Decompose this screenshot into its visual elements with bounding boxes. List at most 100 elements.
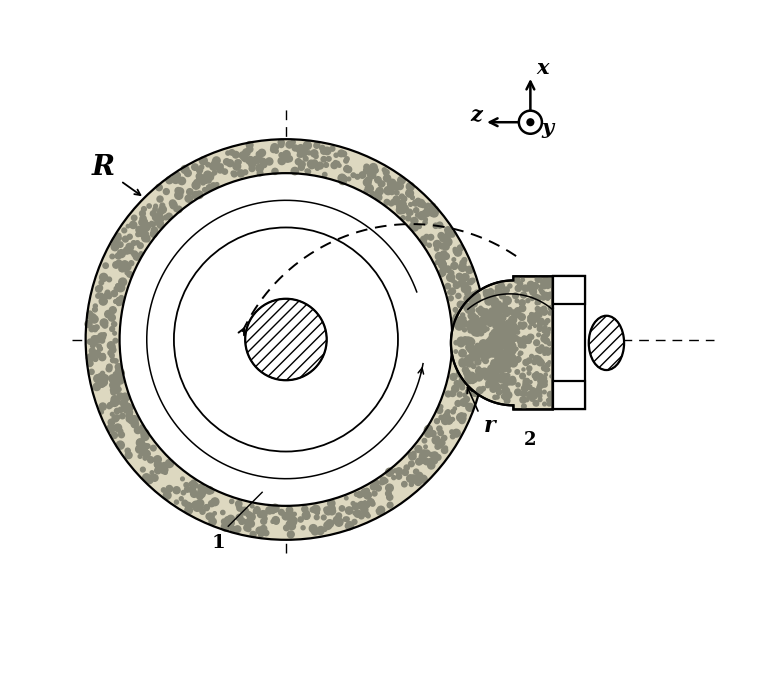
Circle shape xyxy=(475,297,481,302)
Circle shape xyxy=(503,379,510,385)
Circle shape xyxy=(541,282,548,289)
Circle shape xyxy=(112,415,119,422)
Circle shape xyxy=(256,164,264,172)
Circle shape xyxy=(249,158,253,162)
Circle shape xyxy=(489,332,496,338)
Circle shape xyxy=(501,329,507,335)
Circle shape xyxy=(504,336,510,342)
Circle shape xyxy=(127,234,133,239)
Circle shape xyxy=(299,164,304,170)
Circle shape xyxy=(520,316,523,320)
Circle shape xyxy=(291,167,299,175)
Circle shape xyxy=(440,235,447,242)
Circle shape xyxy=(485,297,493,305)
Circle shape xyxy=(187,189,193,195)
Circle shape xyxy=(450,232,455,237)
Circle shape xyxy=(523,323,527,327)
Circle shape xyxy=(488,336,494,342)
Circle shape xyxy=(491,361,498,367)
Circle shape xyxy=(249,162,255,168)
Circle shape xyxy=(516,331,520,334)
Circle shape xyxy=(222,524,229,531)
Circle shape xyxy=(86,354,94,362)
Circle shape xyxy=(225,517,230,522)
Circle shape xyxy=(509,347,516,354)
Circle shape xyxy=(511,310,514,314)
Circle shape xyxy=(115,415,120,420)
Circle shape xyxy=(193,483,198,488)
Circle shape xyxy=(479,323,487,331)
Circle shape xyxy=(488,320,493,327)
Circle shape xyxy=(422,210,429,217)
Circle shape xyxy=(541,376,545,380)
Circle shape xyxy=(516,383,520,387)
Circle shape xyxy=(520,392,523,395)
Circle shape xyxy=(189,487,196,493)
Circle shape xyxy=(533,340,539,346)
Circle shape xyxy=(120,414,125,419)
Circle shape xyxy=(143,456,147,460)
Circle shape xyxy=(111,291,117,297)
Circle shape xyxy=(184,483,189,488)
Circle shape xyxy=(501,366,507,372)
Circle shape xyxy=(518,342,524,348)
Circle shape xyxy=(198,484,204,491)
Circle shape xyxy=(503,312,507,316)
Circle shape xyxy=(505,340,510,344)
Circle shape xyxy=(415,213,419,217)
Circle shape xyxy=(470,378,475,384)
Circle shape xyxy=(345,166,349,169)
Circle shape xyxy=(223,521,228,526)
Circle shape xyxy=(411,475,419,483)
Circle shape xyxy=(498,306,504,313)
Circle shape xyxy=(123,236,128,242)
Circle shape xyxy=(476,350,481,354)
Circle shape xyxy=(236,160,242,164)
Circle shape xyxy=(203,488,209,493)
Circle shape xyxy=(392,185,398,190)
Circle shape xyxy=(97,353,101,357)
Circle shape xyxy=(501,374,504,378)
Circle shape xyxy=(537,359,543,366)
Circle shape xyxy=(411,475,415,479)
Circle shape xyxy=(315,515,319,519)
Circle shape xyxy=(505,327,512,333)
Circle shape xyxy=(459,279,465,285)
Circle shape xyxy=(465,310,472,316)
Circle shape xyxy=(424,426,431,434)
Circle shape xyxy=(503,340,511,348)
Circle shape xyxy=(470,308,475,313)
Circle shape xyxy=(119,267,124,272)
Circle shape xyxy=(243,149,250,156)
Circle shape xyxy=(154,457,159,462)
Circle shape xyxy=(492,346,499,352)
Circle shape xyxy=(497,334,503,340)
Circle shape xyxy=(537,318,544,325)
Circle shape xyxy=(161,462,168,470)
Circle shape xyxy=(483,312,488,316)
Circle shape xyxy=(462,286,468,293)
Circle shape xyxy=(132,215,137,221)
Circle shape xyxy=(87,311,92,316)
Circle shape xyxy=(485,352,491,359)
Circle shape xyxy=(466,355,472,362)
Circle shape xyxy=(139,219,146,225)
Circle shape xyxy=(323,147,331,155)
Circle shape xyxy=(91,316,98,323)
Circle shape xyxy=(527,358,532,363)
Circle shape xyxy=(288,519,293,525)
Circle shape xyxy=(405,189,414,197)
Circle shape xyxy=(126,409,133,416)
Circle shape xyxy=(213,157,220,164)
Circle shape xyxy=(536,391,542,396)
Circle shape xyxy=(500,348,503,351)
Circle shape xyxy=(469,371,472,375)
Circle shape xyxy=(439,261,447,269)
Circle shape xyxy=(497,337,502,342)
Circle shape xyxy=(484,290,491,298)
Circle shape xyxy=(536,356,541,362)
Circle shape xyxy=(279,509,284,515)
Circle shape xyxy=(538,394,542,398)
Circle shape xyxy=(396,206,405,214)
Circle shape xyxy=(205,507,209,511)
